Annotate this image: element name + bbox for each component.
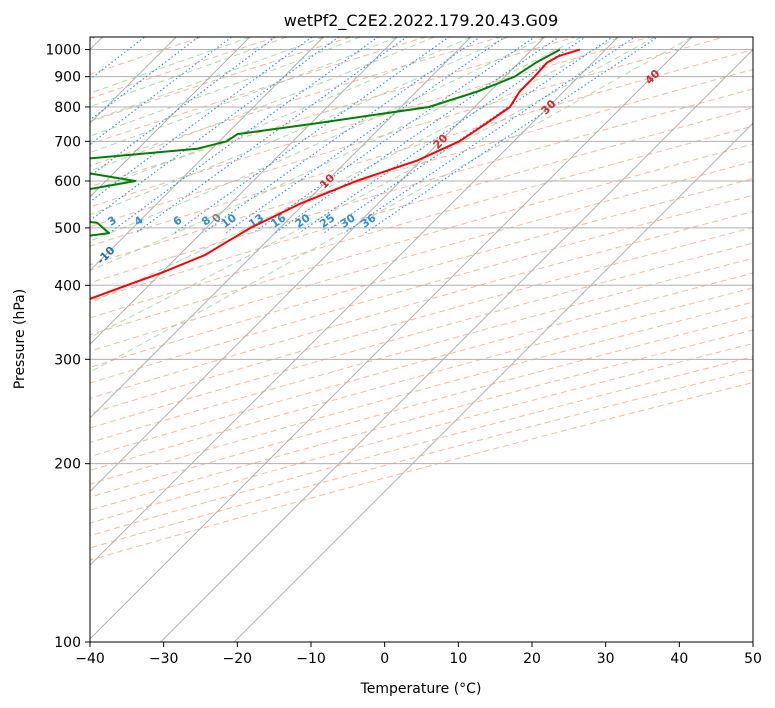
dry-adiabat-line <box>90 272 753 458</box>
mixing-ratio-line <box>90 37 313 203</box>
y-tick-label: 300 <box>54 352 81 368</box>
mixing-ratio-line <box>90 37 146 81</box>
dry-adiabat-line <box>90 178 753 368</box>
y-tick-label: 200 <box>54 457 81 473</box>
isotherm-line <box>90 37 251 198</box>
moist-adiabat-line <box>90 37 251 94</box>
isotherm-line <box>90 37 324 272</box>
x-tick-label: −30 <box>149 651 179 667</box>
isotherm-line <box>160 48 753 642</box>
mixing-ratio-line <box>298 37 587 234</box>
y-tick-label: 900 <box>54 70 81 86</box>
temperature-profile-line <box>90 48 581 300</box>
y-tick-label: 400 <box>54 278 81 294</box>
x-tick-label: 50 <box>744 651 762 667</box>
moist-adiabat-line <box>90 37 545 242</box>
mixing-ratio-line <box>135 37 408 234</box>
x-axis: −40 −30 −20 −10 0 10 20 30 40 50 <box>75 642 762 667</box>
y-axis: 100 200 300 400 500 600 700 800 900 1000 <box>45 43 90 651</box>
x-tick-label: 20 <box>523 651 541 667</box>
y-tick-label: 600 <box>54 174 81 190</box>
y-tick-label: 1000 <box>45 43 81 59</box>
dry-adiabat-line <box>90 315 753 498</box>
dry-adiabat-line <box>90 68 753 266</box>
x-axis-label: Temperature (°C) <box>360 681 482 697</box>
mixing-ratio-line <box>90 37 340 222</box>
x-tick-label: −40 <box>75 651 105 667</box>
moist-adiabat-line <box>90 37 287 108</box>
dry-adiabat-line <box>90 37 652 208</box>
moist-adiabat-line <box>90 37 693 373</box>
isotherm-line <box>90 37 472 419</box>
y-tick-label: 800 <box>54 100 81 116</box>
dry-adiabat-line <box>90 301 753 485</box>
y-tick-label: 700 <box>54 134 81 150</box>
mixing-ratio-line <box>364 37 659 234</box>
moist-adiabat-line <box>90 37 361 137</box>
background-lines <box>90 37 753 642</box>
mixing-ratio-line <box>252 37 536 234</box>
x-tick-label: −10 <box>296 651 326 667</box>
chart-title: wetPf2_C2E2.2022.179.20.43.G09 <box>284 11 558 31</box>
profile-lines <box>90 48 581 300</box>
moist-adiabat-line <box>90 37 619 304</box>
x-tick-label: 0 <box>380 651 389 667</box>
y-tick-label: 100 <box>54 635 81 651</box>
mixing-ratio-line <box>90 37 200 121</box>
isotherm-line <box>90 37 619 566</box>
plot-frame <box>89 36 754 643</box>
mixing-ratio-line <box>274 37 560 234</box>
moist-adiabat-line <box>90 37 508 216</box>
x-tick-label: 30 <box>597 651 615 667</box>
mixing-ratio-line <box>90 37 233 146</box>
dry-adiabat-line <box>90 211 753 399</box>
y-tick-label: 500 <box>54 221 81 237</box>
moist-adiabat-line <box>90 37 656 338</box>
moist-adiabat-line <box>90 37 398 154</box>
isotherm-line <box>90 37 398 345</box>
mixing-ratio-line <box>323 37 614 234</box>
x-tick-label: 40 <box>670 651 688 667</box>
mixing-ratio-line <box>343 37 636 234</box>
dry-adiabat-line <box>90 88 753 284</box>
dry-adiabat-line <box>90 382 753 561</box>
y-axis-label: Pressure (hPa) <box>12 289 28 389</box>
mixing-ratio-line <box>174 37 450 234</box>
x-tick-label: 10 <box>449 651 467 667</box>
dry-adiabat-line <box>90 226 753 414</box>
isotherm-line <box>233 122 753 642</box>
isotherm-line <box>90 37 693 640</box>
dry-adiabat-line <box>90 287 753 471</box>
mixing-ratio-line <box>202 37 482 234</box>
dry-adiabat-line <box>90 194 753 384</box>
moist-adiabat-line <box>90 37 472 192</box>
x-tick-label: −20 <box>223 651 253 667</box>
dewpoint-profile-line <box>90 48 561 237</box>
isotherm-line <box>90 37 545 493</box>
